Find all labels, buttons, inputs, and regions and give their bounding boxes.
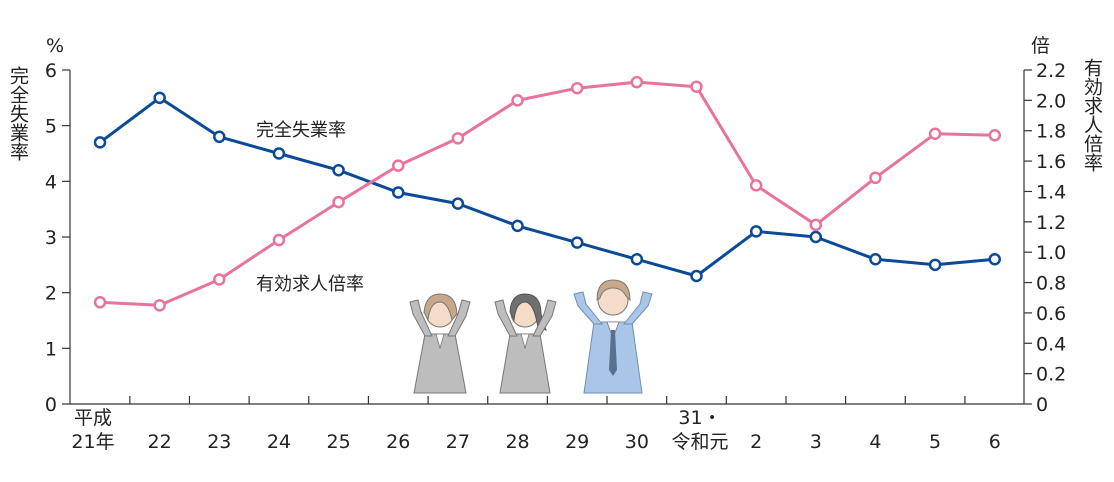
x-tick-label: 2 bbox=[750, 431, 762, 453]
left-tick-label: 6 bbox=[45, 60, 57, 82]
x-tick-label: 21年 bbox=[71, 431, 114, 453]
left-tick-label: 0 bbox=[45, 394, 57, 416]
right-tick-label: 2.2 bbox=[1036, 60, 1066, 82]
series-1-point bbox=[93, 296, 107, 309]
right-tick-label: 1.8 bbox=[1036, 121, 1066, 143]
series-1-point bbox=[511, 94, 524, 107]
woman-right-figure bbox=[494, 293, 557, 394]
x-tick-label-top: 平成 bbox=[74, 407, 112, 429]
left-tick-label: 1 bbox=[45, 338, 57, 360]
left-tick-label: 2 bbox=[45, 283, 57, 305]
x-tick-label-top: 31・ bbox=[678, 407, 721, 429]
x-tick-label: 24 bbox=[267, 431, 291, 453]
left-tick-label: 5 bbox=[45, 116, 57, 138]
series-0-point bbox=[988, 253, 1001, 266]
series-label-unemployment: 完全失業率 bbox=[256, 120, 346, 141]
x-tick-label: 5 bbox=[929, 431, 941, 453]
series-0-point bbox=[809, 230, 823, 244]
x-tick-label: 令和元 bbox=[671, 431, 728, 453]
series-0-point bbox=[690, 269, 703, 283]
series-0-point bbox=[869, 253, 882, 266]
cheering-workers-illustration bbox=[409, 279, 653, 394]
series-0-point bbox=[451, 197, 465, 210]
x-tick-label: 30 bbox=[625, 431, 649, 453]
x-tick-label: 3 bbox=[810, 431, 822, 453]
series-1-point bbox=[213, 273, 226, 286]
series-0-point bbox=[928, 258, 942, 272]
series-1-point bbox=[392, 159, 405, 172]
x-tick-label: 22 bbox=[148, 431, 172, 453]
left-tick-label: 4 bbox=[45, 171, 57, 193]
series-0-point bbox=[392, 186, 405, 199]
series-1-point bbox=[690, 80, 703, 93]
series-1-point bbox=[630, 75, 644, 89]
right-tick-label: 1.4 bbox=[1036, 181, 1066, 203]
series-0-point bbox=[749, 225, 763, 238]
x-tick-label: 23 bbox=[207, 431, 231, 453]
left-axis-unit: % bbox=[46, 35, 64, 57]
man-figure bbox=[573, 279, 653, 394]
right-tick-label: 1.0 bbox=[1036, 242, 1066, 264]
series-1-point bbox=[272, 233, 286, 247]
series-1-point bbox=[928, 127, 942, 141]
x-tick-label: 25 bbox=[327, 431, 351, 453]
series-0-point bbox=[332, 163, 345, 177]
x-tick-label: 6 bbox=[989, 431, 1001, 453]
series-line-0 bbox=[99, 96, 995, 278]
right-tick-label: 0.4 bbox=[1036, 333, 1066, 355]
series-0-point bbox=[272, 147, 286, 160]
right-tick-label: 1.6 bbox=[1036, 151, 1066, 173]
x-tick-label: 27 bbox=[446, 431, 470, 453]
series-1-point bbox=[451, 132, 465, 145]
series-1-point bbox=[809, 218, 823, 232]
x-tick-label: 26 bbox=[386, 431, 410, 453]
series-0-point bbox=[93, 136, 107, 149]
x-tick-label: 4 bbox=[869, 431, 881, 453]
right-tick-label: 0.6 bbox=[1036, 303, 1066, 325]
right-tick-label: 1.2 bbox=[1036, 212, 1066, 234]
series-0-point bbox=[153, 91, 166, 105]
x-tick-label: 28 bbox=[505, 431, 529, 453]
series-1-point bbox=[153, 299, 166, 312]
right-tick-label: 0.2 bbox=[1036, 364, 1066, 386]
right-axis-label: 有効求人倍率 bbox=[1081, 58, 1103, 172]
series-1-point bbox=[332, 195, 345, 209]
series-line-1 bbox=[99, 80, 995, 307]
series-0-point bbox=[630, 253, 644, 266]
left-tick-label: 3 bbox=[45, 227, 57, 249]
series-0-point bbox=[511, 219, 524, 233]
woman-left-figure bbox=[409, 293, 471, 394]
right-tick-label: 0 bbox=[1036, 394, 1048, 416]
series-label-job-ratio: 有効求人倍率 bbox=[256, 274, 364, 295]
right-tick-label: 0.8 bbox=[1036, 273, 1066, 295]
series-0-point bbox=[213, 130, 226, 144]
series-1-point bbox=[988, 129, 1001, 142]
left-axis-label: 完全失業率 bbox=[7, 66, 29, 161]
right-axis-unit: 倍 bbox=[1031, 35, 1050, 57]
series-1-point bbox=[869, 171, 882, 185]
series-1-point bbox=[570, 81, 584, 95]
x-tick-label: 29 bbox=[565, 431, 589, 453]
right-tick-label: 2.0 bbox=[1036, 90, 1066, 112]
series-0-point bbox=[570, 236, 584, 249]
series-1-point bbox=[749, 179, 763, 192]
